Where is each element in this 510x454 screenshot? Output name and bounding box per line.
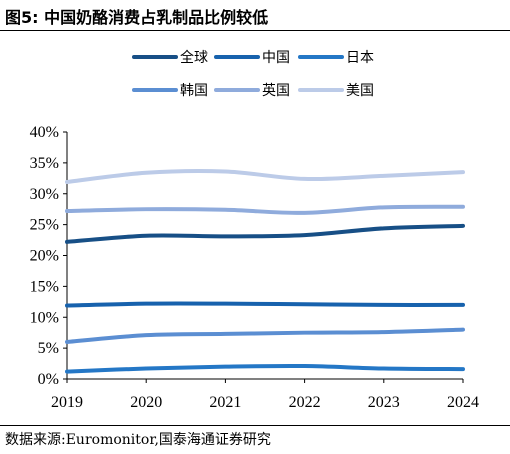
y-tick-label: 5% [38, 340, 59, 357]
figure-title: 图5: 中国奶酪消费占乳制品比例较低 [5, 8, 269, 27]
y-tick-label: 25% [30, 217, 59, 234]
x-tick-label: 2024 [447, 394, 479, 411]
x-tick-label: 2021 [209, 394, 241, 411]
title-divider [0, 30, 510, 31]
series-line-1 [65, 301, 465, 308]
legend-label-3: 韩国 [180, 83, 208, 99]
legend-label-2: 日本 [346, 50, 374, 66]
legend-label-5: 美国 [346, 83, 374, 99]
legend-label-1: 中国 [262, 50, 290, 66]
series-line-2 [65, 363, 465, 374]
series-line-0 [65, 223, 465, 244]
x-tick-label: 2019 [51, 394, 83, 411]
y-tick-label: 15% [30, 278, 59, 295]
y-tick-label: 35% [30, 155, 59, 172]
series-line-5 [65, 168, 465, 185]
y-tick-label: 40% [30, 124, 59, 141]
y-tick-label: 10% [30, 309, 59, 326]
legend-label-0: 全球 [180, 49, 208, 66]
y-tick-label: 20% [30, 248, 59, 265]
x-tick-label: 2023 [368, 394, 400, 411]
legend-label-4: 英国 [262, 82, 290, 99]
source-divider [0, 425, 510, 426]
y-tick-label: 0% [38, 371, 59, 388]
series-line-3 [65, 327, 465, 344]
source-note: 数据来源:Euromonitor,国泰海通证券研究 [5, 432, 271, 448]
y-tick-label: 30% [30, 186, 59, 203]
series-line-4 [65, 204, 465, 215]
x-tick-label: 2022 [289, 394, 321, 411]
line-chart: 0% 5% 10% 15% 20% 25% 30% 35% 40% 2019 2020 2021 202… [30, 49, 479, 411]
title-bar: 图5: 中国奶酪消费占乳制品比例较低 [0, 0, 510, 30]
x-tick-label: 2020 [130, 394, 162, 411]
